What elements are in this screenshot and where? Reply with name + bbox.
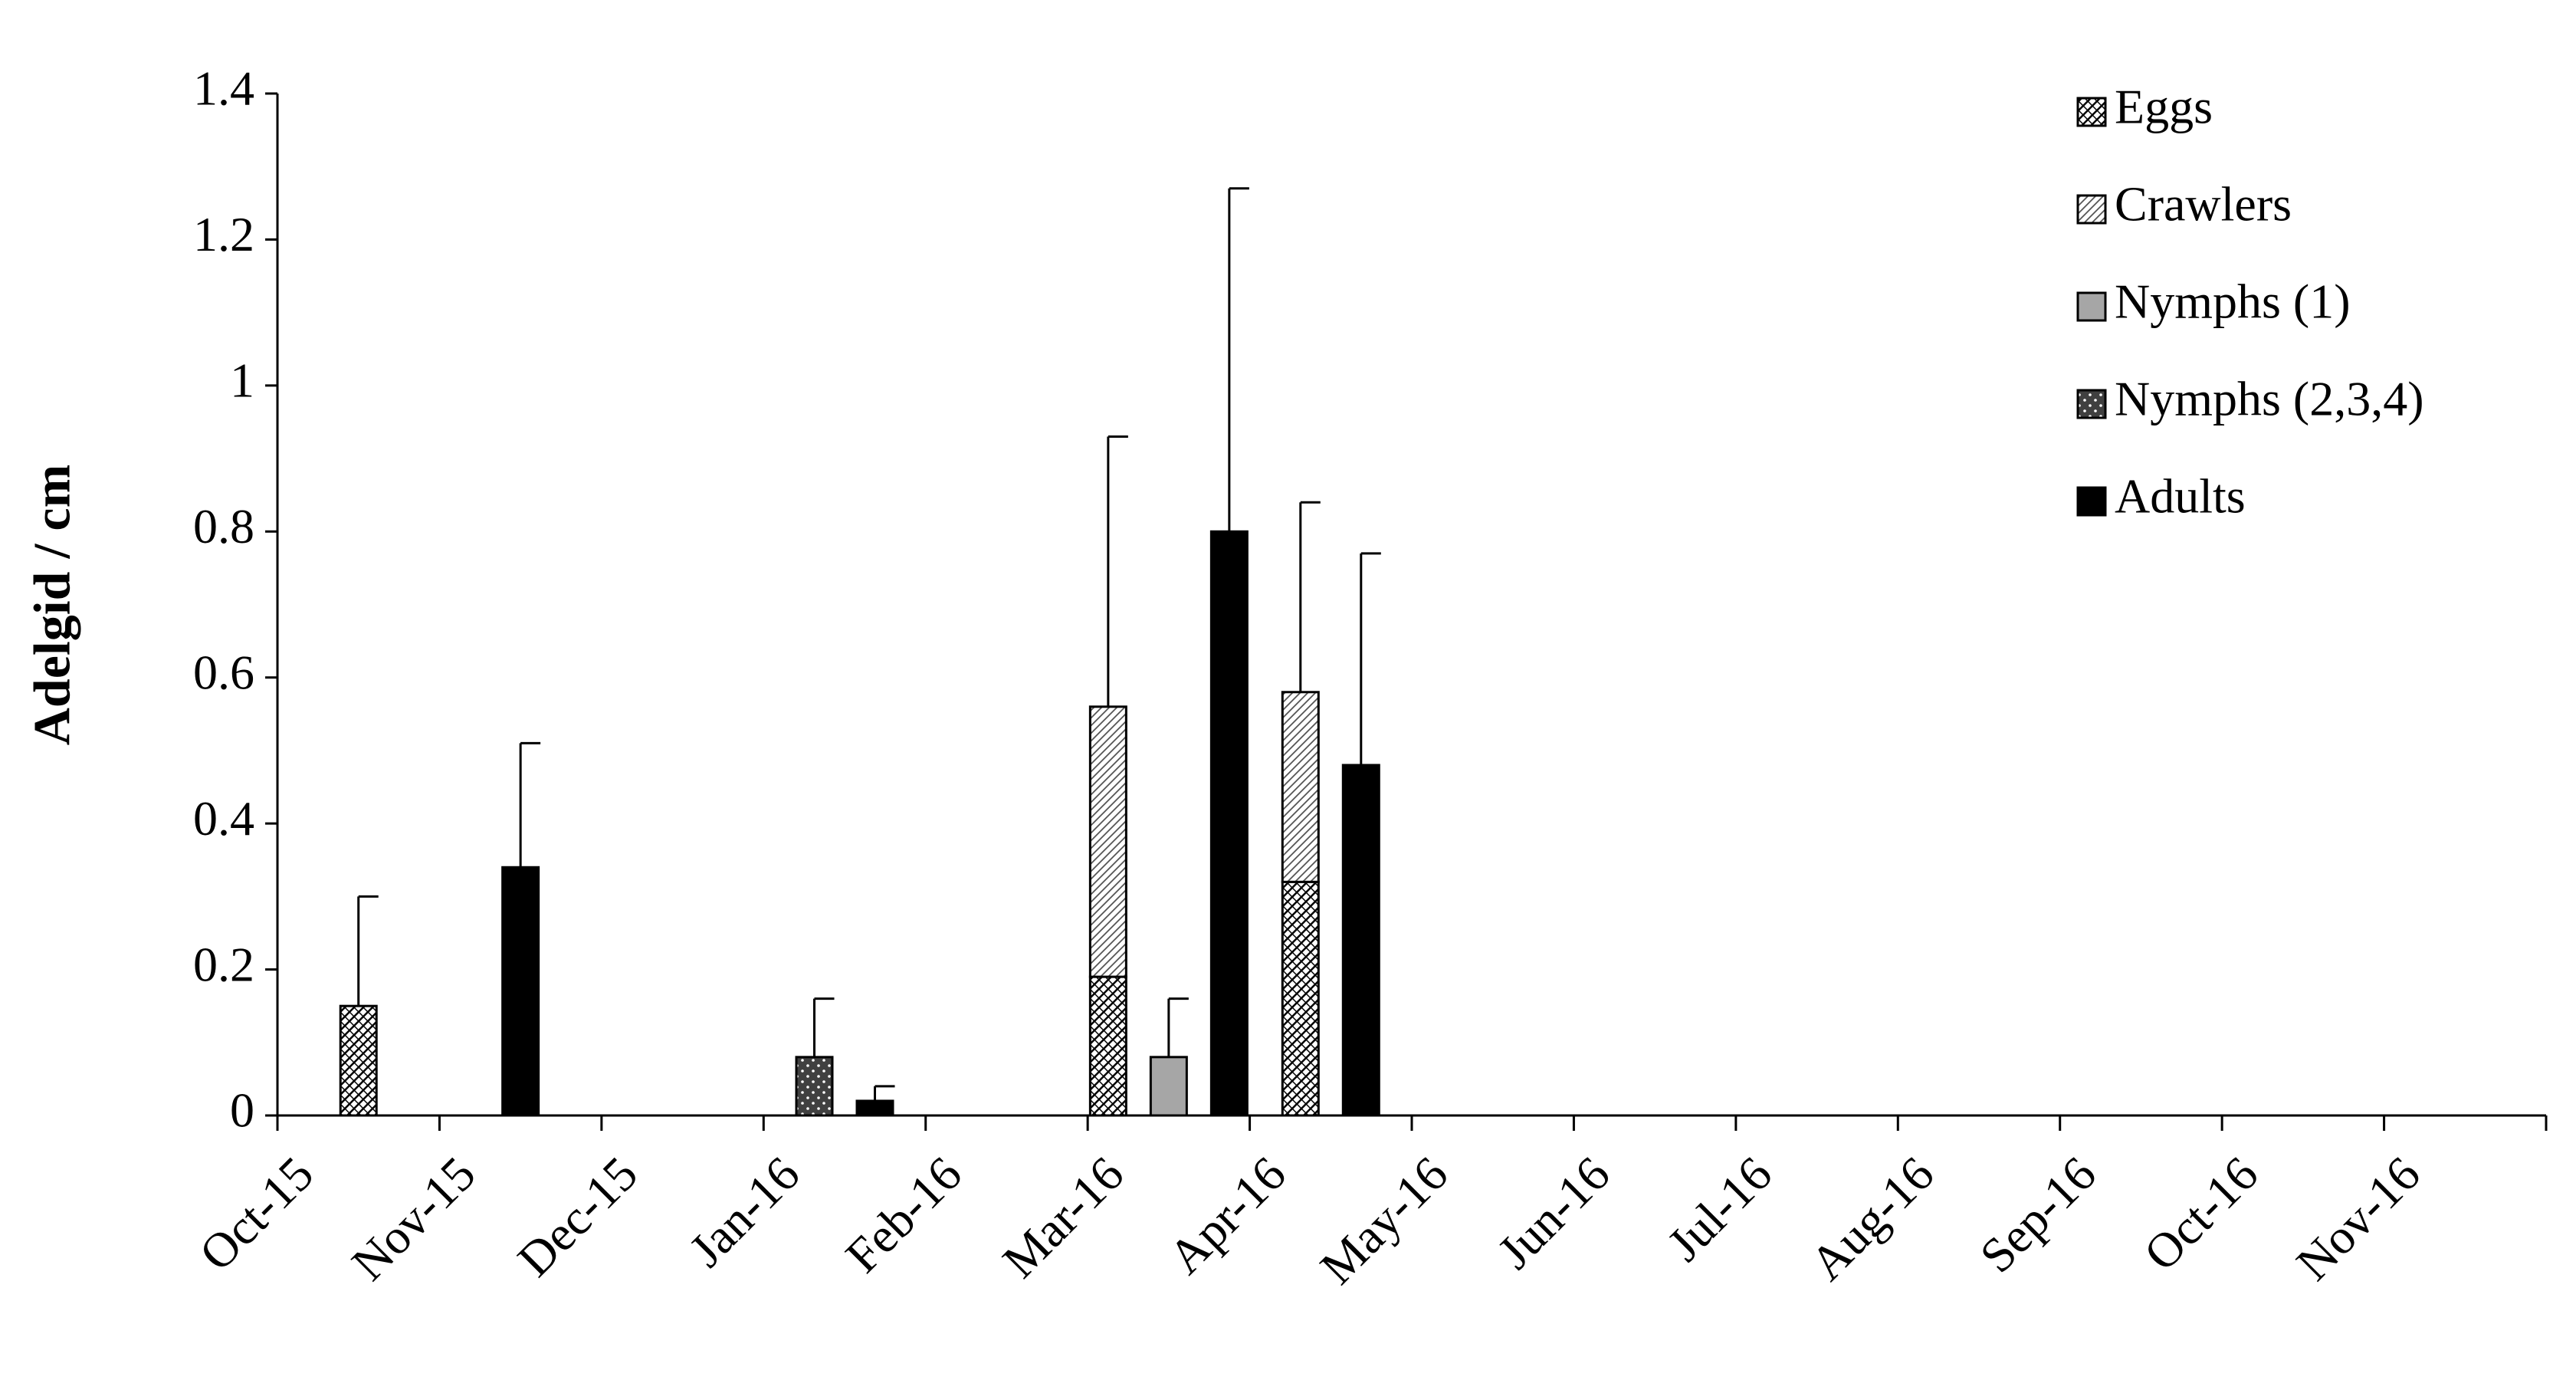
x-tick-label: Jul-16 — [1657, 1146, 1782, 1271]
x-tick-label: Apr-16 — [1158, 1146, 1296, 1284]
error-bar — [1299, 501, 1321, 692]
error-bar — [874, 1085, 895, 1101]
bar — [1088, 975, 1127, 1117]
y-tick-label: 0.8 — [193, 499, 254, 554]
y-tick-label: 1.4 — [193, 61, 254, 116]
bar — [1209, 530, 1249, 1117]
error-bar — [519, 741, 541, 868]
x-tick-label: Nov-15 — [341, 1146, 485, 1290]
legend-swatch — [2076, 486, 2107, 517]
legend-swatch — [2076, 291, 2107, 322]
error-bar — [1360, 552, 1381, 765]
bar — [1281, 880, 1320, 1117]
legend-swatch — [2076, 389, 2107, 419]
legend-label: Crawlers — [2115, 177, 2292, 232]
legend-label: Adults — [2115, 469, 2246, 524]
bar — [795, 1056, 834, 1117]
y-tick-label: 0.2 — [193, 937, 254, 991]
bar — [501, 866, 540, 1117]
bar — [1281, 691, 1320, 883]
error-bar — [813, 997, 835, 1057]
x-tick-label: Oct-16 — [2134, 1146, 2269, 1281]
legend-label: Eggs — [2115, 80, 2213, 134]
y-tick-label: 0 — [230, 1083, 254, 1138]
bar — [339, 1004, 378, 1117]
x-tick-label: Sep-16 — [1970, 1146, 2106, 1283]
error-bar — [1228, 187, 1249, 532]
x-tick-label: Aug-16 — [1800, 1146, 1944, 1290]
bar — [1088, 705, 1127, 978]
error-bar — [1167, 997, 1189, 1057]
legend-swatch — [2076, 97, 2107, 127]
legend-label: Nymphs (1) — [2115, 274, 2351, 329]
y-axis-label: Adelgid / cm — [23, 465, 81, 745]
legend-swatch — [2076, 194, 2107, 225]
x-tick-label: Jun-16 — [1487, 1146, 1619, 1279]
x-tick-label: Nov-16 — [2286, 1146, 2430, 1290]
legend-label: Nymphs (2,3,4) — [2115, 372, 2424, 426]
error-bar — [357, 895, 379, 1007]
x-tick-label: May-16 — [1310, 1146, 1458, 1294]
x-tick-label: Mar-16 — [992, 1146, 1134, 1288]
bar — [1341, 764, 1380, 1117]
y-tick-label: 1 — [230, 353, 254, 408]
x-tick-label: Oct-15 — [189, 1146, 323, 1281]
bar — [855, 1099, 894, 1117]
bar — [1149, 1056, 1188, 1117]
y-tick-label: 0.6 — [193, 645, 254, 699]
x-tick-label: Feb-16 — [835, 1146, 972, 1283]
x-tick-label: Jan-16 — [679, 1146, 810, 1277]
x-tick-label: Dec-15 — [507, 1146, 648, 1286]
y-tick-label: 1.2 — [193, 207, 254, 261]
y-tick-label: 0.4 — [193, 791, 254, 846]
error-bar — [1107, 435, 1128, 707]
